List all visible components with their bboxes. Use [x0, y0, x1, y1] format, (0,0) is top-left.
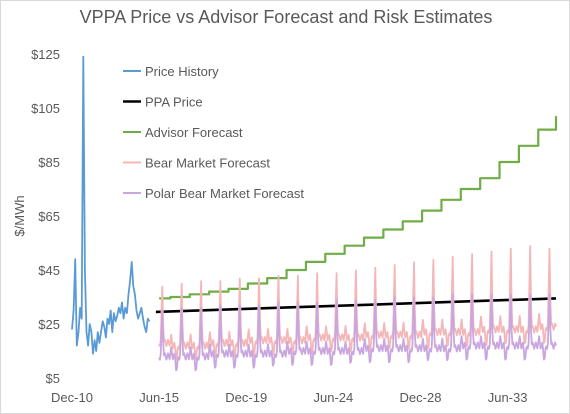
- y-tick-label: $85: [38, 155, 60, 170]
- legend: Price History PPA Price Advisor Forecast Be…: [123, 64, 304, 201]
- y-tick-label: $65: [38, 209, 60, 224]
- y-tick-label: $25: [38, 317, 60, 332]
- y-axis-label: $/MWh: [12, 195, 27, 236]
- series-line: [71, 55, 151, 355]
- legend-label: PPA Price: [145, 95, 203, 110]
- y-tick-label: $45: [38, 263, 60, 278]
- axes-group: $5 $25 $45 $65 $85 $105 $125 Dec-10 Jun-15 Dec-19…: [12, 47, 527, 405]
- legend-item: Price History: [123, 64, 219, 79]
- x-tick-label: Jun-15: [139, 390, 179, 405]
- y-tick-label: $125: [31, 47, 60, 62]
- legend-label: Price History: [145, 64, 219, 79]
- x-tick-label: Dec-10: [51, 390, 93, 405]
- legend-item: Polar Bear Market Forecast: [123, 186, 304, 201]
- series-group: [71, 55, 558, 372]
- x-tick-label: Dec-19: [225, 390, 267, 405]
- series-price-history: [71, 55, 151, 355]
- series-line: [158, 293, 557, 372]
- series-advisor-forecast: [159, 116, 558, 300]
- legend-label: Polar Bear Market Forecast: [145, 186, 304, 201]
- series-polar-bear-market-forecast: [158, 293, 557, 372]
- legend-label: Advisor Forecast: [145, 125, 243, 140]
- legend-item: Advisor Forecast: [123, 125, 243, 140]
- legend-item: PPA Price: [123, 95, 203, 110]
- x-tick-label: Jun-33: [488, 390, 528, 405]
- x-tick-label: Jun-24: [313, 390, 353, 405]
- y-tick-label: $105: [31, 101, 60, 116]
- x-tick-label: Dec-28: [400, 390, 442, 405]
- legend-item: Bear Market Forecast: [123, 156, 270, 171]
- legend-label: Bear Market Forecast: [145, 156, 270, 171]
- y-tick-label: $5: [46, 371, 60, 386]
- chart-title: VPPA Price vs Advisor Forecast and Risk …: [79, 7, 493, 27]
- series-line: [159, 116, 558, 300]
